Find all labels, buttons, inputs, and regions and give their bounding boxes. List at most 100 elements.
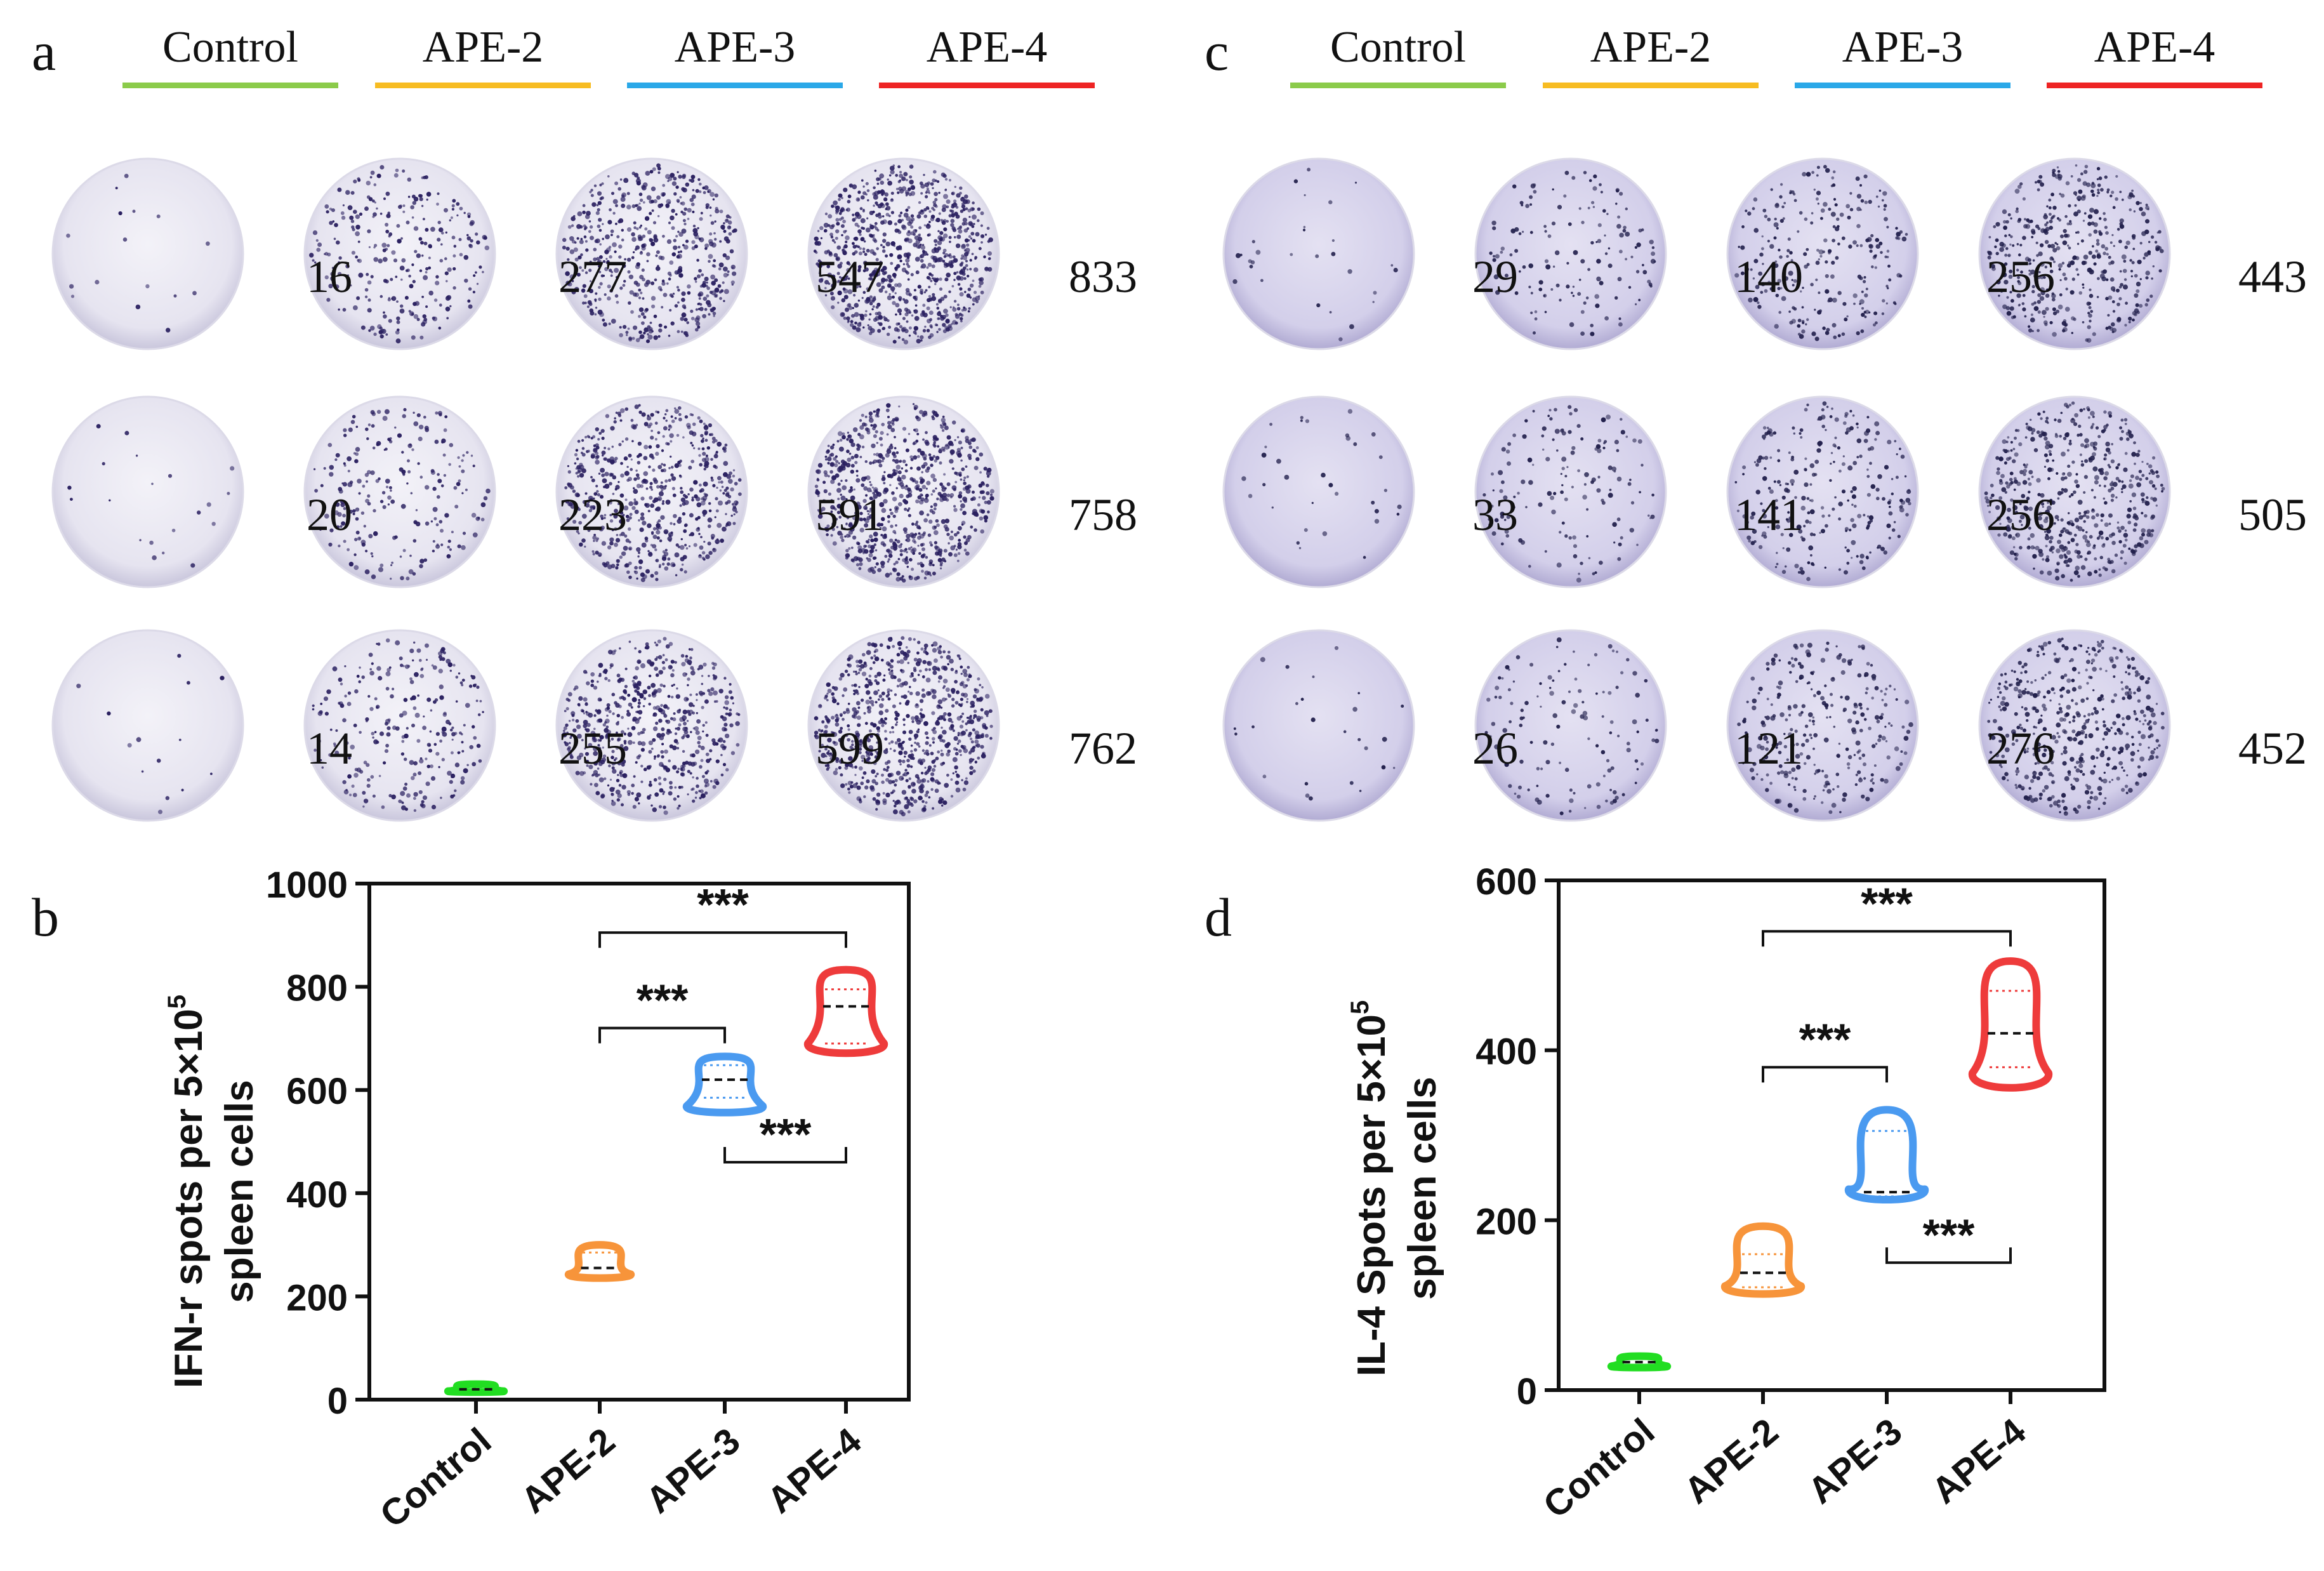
- elispot-well: [807, 157, 1000, 350]
- well-count: 599: [815, 723, 884, 774]
- well-count: 443: [2238, 251, 2307, 302]
- y-tick-label: 800: [286, 968, 348, 1009]
- elispot-well: [51, 629, 244, 822]
- y-tick-label: 1000: [266, 865, 348, 906]
- well-count: 277: [558, 251, 627, 302]
- significance-label: ***: [760, 1110, 812, 1159]
- panel-c-line-ape4: [2047, 83, 2262, 88]
- elispot-well: [1978, 629, 2171, 822]
- x-tick-label: APE-3: [1800, 1410, 1910, 1512]
- elispot-well: [1474, 395, 1667, 588]
- elispot-well: [1726, 395, 1919, 588]
- elispot-well: [1978, 157, 2171, 350]
- violin-chart-ifn: IFN-r spots per 5×105 spleen cells 0 200 4…: [163, 865, 911, 1535]
- violin-ape-4: [1969, 957, 2052, 1092]
- elispot-well: [555, 395, 748, 588]
- significance-label: ***: [1799, 1014, 1851, 1064]
- well-count: 452: [2238, 723, 2307, 774]
- elispot-well: [807, 629, 1000, 822]
- well-count: 141: [1734, 489, 1803, 540]
- panel-letter-d: d: [1205, 887, 1232, 948]
- panel-a-line-ape4: [879, 83, 1095, 88]
- elispot-well: [1726, 629, 1919, 822]
- well-count: 255: [558, 723, 627, 774]
- significance-label: ***: [637, 976, 689, 1025]
- y-tick-label: 0: [1517, 1371, 1537, 1412]
- elispot-well: [1474, 157, 1667, 350]
- well-count: 140: [1734, 251, 1803, 302]
- elispot-well: [303, 395, 496, 588]
- significance-bracket: [1885, 1247, 2012, 1264]
- significance-bracket: [598, 931, 847, 948]
- panel-c-header-ape2: APE-2: [1590, 23, 1712, 72]
- elispot-well: [1726, 157, 1919, 350]
- y-axis-label-line1: IFN-r spots per 5×105: [163, 995, 211, 1388]
- violin-ape-2: [1721, 1222, 1805, 1298]
- panel-a-line-ape2: [375, 83, 591, 88]
- elispot-well: [303, 157, 496, 350]
- elispot-wells: [51, 157, 2171, 822]
- y-tick-label: 200: [286, 1277, 348, 1318]
- violin-ape-4: [804, 965, 888, 1057]
- x-tick-label: Control: [373, 1420, 499, 1535]
- well-count: 14: [307, 723, 352, 774]
- panel-a-line-ape3: [627, 83, 843, 88]
- elispot-well: [51, 395, 244, 588]
- well-count: 591: [815, 489, 884, 540]
- well-count: 833: [1069, 251, 1137, 302]
- panel-a-header-ape3: APE-3: [674, 23, 796, 72]
- x-tick-label: APE-3: [638, 1420, 748, 1521]
- plot-frame: [1557, 878, 2106, 1392]
- y-tick-label: 600: [1476, 861, 1537, 903]
- well-count: 276: [1986, 723, 2055, 774]
- well-count: 547: [815, 251, 884, 302]
- significance-bracket: [1762, 1066, 1888, 1083]
- elispot-well: [807, 395, 1000, 588]
- well-count: 20: [307, 489, 352, 540]
- x-tick-label: APE-4: [1924, 1410, 2034, 1512]
- well-count: 256: [1986, 251, 2055, 302]
- significance-bracket: [1762, 930, 2012, 947]
- significance-label: ***: [697, 880, 749, 929]
- violin-ape-3: [1845, 1106, 1929, 1204]
- well-count: 223: [558, 489, 627, 540]
- elispot-well: [1222, 157, 1415, 350]
- well-count: 762: [1069, 723, 1137, 774]
- elispot-well: [555, 157, 748, 350]
- panel-c-line-control: [1290, 83, 1506, 88]
- well-count: 758: [1069, 489, 1137, 540]
- x-tick-label: APE-4: [760, 1420, 869, 1521]
- significance-label: ***: [1923, 1210, 1975, 1259]
- significance-bracket: [723, 1147, 847, 1164]
- significance-label: ***: [1861, 878, 1913, 928]
- elispot-well: [1978, 395, 2171, 588]
- x-tick-label: APE-2: [513, 1420, 623, 1521]
- panel-c-header-ape4: APE-4: [2094, 23, 2215, 72]
- well-count: 121: [1734, 723, 1803, 774]
- y-tick-label: 400: [286, 1174, 348, 1216]
- panel-letter-c: c: [1205, 21, 1229, 82]
- violin-chart-il4: IL-4 Spots per 5×105 spleen cells 0 200 40…: [1346, 861, 2106, 1526]
- x-tick-label: APE-2: [1677, 1410, 1786, 1512]
- significance-bracket: [598, 1026, 726, 1044]
- y-axis-label-line2: spleen cells: [1401, 1077, 1444, 1300]
- well-count: 16: [307, 251, 352, 302]
- x-tick-label: Control: [1536, 1410, 1663, 1526]
- panel-c-line-ape3: [1795, 83, 2010, 88]
- plot-frame: [367, 882, 911, 1402]
- violin-ape-2: [564, 1241, 635, 1282]
- well-count: 29: [1472, 251, 1518, 302]
- y-tick-label: 600: [286, 1071, 348, 1112]
- elispot-well: [303, 629, 496, 822]
- elispot-well: [555, 629, 748, 822]
- well-count: 26: [1472, 723, 1518, 774]
- y-axis-label-line2: spleen cells: [218, 1080, 261, 1303]
- panel-letter-b: b: [32, 887, 59, 948]
- panel-a-header-ape4: APE-4: [926, 23, 1048, 72]
- panel-letter-a: a: [32, 21, 56, 82]
- well-count: 256: [1986, 489, 2055, 540]
- elispot-well: [1222, 629, 1415, 822]
- well-count: 505: [2238, 489, 2307, 540]
- panel-c-line-ape2: [1543, 83, 1759, 88]
- elispot-well: [51, 157, 244, 350]
